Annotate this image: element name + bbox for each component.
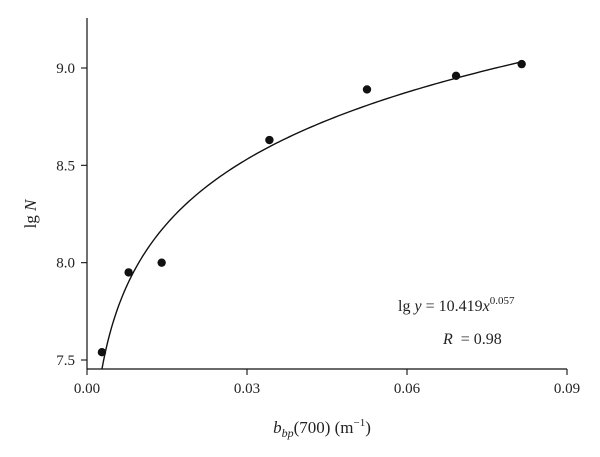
data-points <box>97 59 526 357</box>
y-tick-label: 8.0 <box>56 256 75 272</box>
equation-annotation: lg y = 10.419x0.057 <box>398 295 515 315</box>
data-point <box>517 59 526 69</box>
y-tick-label: 9.0 <box>56 61 75 77</box>
axes <box>86 18 567 370</box>
y-tick-label: 8.5 <box>56 158 75 174</box>
y-ticks: 7.5 8.0 8.5 9.0 <box>56 61 87 369</box>
data-point <box>362 85 372 94</box>
x-tick-label: 0.00 <box>74 381 100 397</box>
data-point <box>451 71 461 80</box>
fit-curve <box>101 61 522 370</box>
x-tick-label: 0.09 <box>554 381 580 397</box>
r-annotation: R = 0.98 <box>442 331 502 348</box>
data-point <box>265 135 274 145</box>
data-point <box>124 268 133 277</box>
y-tick-label: 7.5 <box>56 353 75 369</box>
data-point <box>97 348 107 357</box>
x-axis-label: bbp(700) (m−1) <box>273 417 371 440</box>
x-tick-label: 0.03 <box>234 381 260 397</box>
y-axis-label: lg N <box>21 198 40 228</box>
x-ticks: 0.00 0.03 0.06 0.09 <box>74 369 580 397</box>
x-tick-label: 0.06 <box>394 381 421 397</box>
data-point <box>157 258 166 267</box>
